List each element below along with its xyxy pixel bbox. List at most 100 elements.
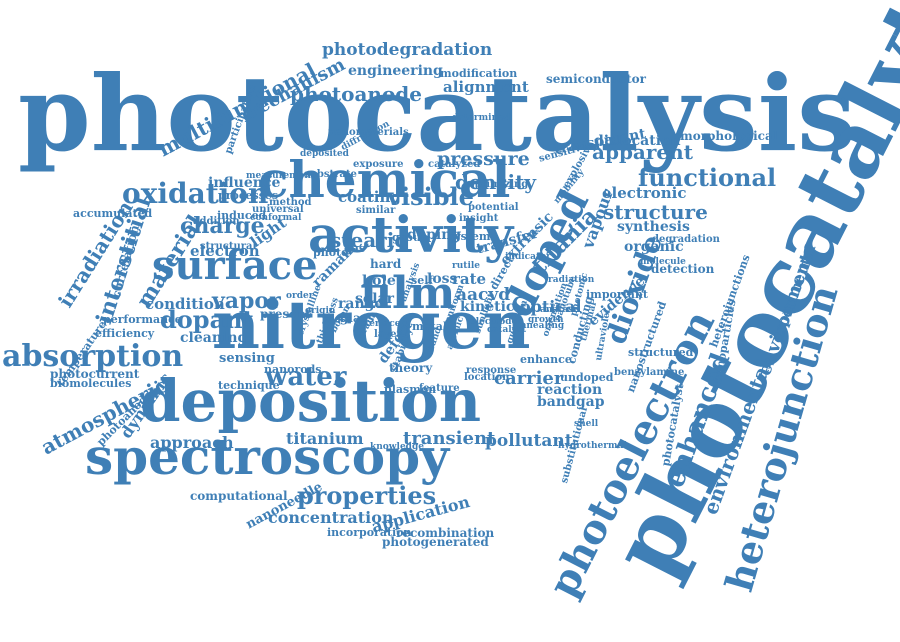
cloud-word: rate	[452, 270, 487, 288]
cloud-word: determined	[452, 113, 511, 123]
cloud-word: photodegradation	[322, 40, 493, 60]
cloud-word: present	[260, 307, 312, 321]
cloud-word: gas	[344, 242, 366, 255]
cloud-word: stearic	[330, 228, 407, 252]
cloud-word: catalyzed	[428, 159, 481, 170]
cloud-word: electrode	[470, 317, 518, 327]
cloud-word: phase	[322, 315, 352, 325]
cloud-word: undoped	[560, 371, 614, 384]
cloud-word: structure	[603, 200, 708, 224]
cloud-word: degradation	[652, 234, 720, 245]
cloud-word: system	[448, 230, 491, 243]
cloud-word: structured	[628, 346, 694, 359]
cloud-word: range	[338, 296, 384, 312]
cloud-word: indicator	[505, 252, 551, 262]
cloud-word: apparent	[592, 140, 693, 164]
cloud-word: radiation	[548, 275, 595, 285]
cloud-word: detection	[651, 262, 715, 276]
cloud-word: oxidation	[122, 177, 269, 210]
cloud-word: substrate	[304, 169, 357, 180]
cloud-word: surface	[152, 242, 318, 289]
cloud-word: charge	[180, 213, 265, 239]
cloud-word: optical	[520, 297, 582, 316]
cloud-word: electronic	[602, 184, 687, 202]
cloud-word: synthesis	[617, 219, 690, 235]
cloud-word: concentration	[268, 508, 394, 527]
cloud-word: group	[392, 231, 429, 244]
cloud-word: absorption	[2, 339, 184, 374]
cloud-word: titanium	[286, 429, 364, 448]
cloud-word: engineering	[348, 63, 443, 79]
cloud-word: dislocation	[594, 133, 681, 149]
cloud-word: transient	[403, 428, 496, 449]
cloud-word: insight	[459, 213, 499, 224]
cloud-word: accumulated	[73, 207, 153, 220]
cloud-word: optimizing	[468, 179, 529, 190]
cloud-word: dopant	[160, 305, 254, 334]
cloud-word: metal	[412, 320, 448, 333]
cloud-word: reaction	[537, 382, 603, 398]
cloud-word: response	[466, 365, 517, 376]
cloud-word: recombination	[396, 526, 495, 540]
cloud-word: hard	[370, 257, 402, 271]
cloud-word: interface	[355, 319, 401, 329]
cloud-word: layer	[374, 329, 402, 340]
cloud-word: organic	[624, 239, 684, 255]
cloud-word: photocurrent	[50, 367, 140, 381]
cloud-word: influence	[208, 175, 281, 191]
cloud-word: anatase	[540, 305, 579, 315]
cloud-word: exposure	[353, 159, 404, 170]
cloud-word: loss	[427, 271, 458, 287]
cloud-word: benzylamine	[614, 367, 685, 378]
cloud-word: computational	[190, 489, 288, 503]
cloud-word: electron	[190, 242, 260, 260]
cloud-word: important	[586, 288, 648, 301]
cloud-word: film	[360, 268, 456, 319]
cloud-word: potential	[468, 202, 519, 213]
cloud-word: self	[411, 274, 434, 287]
cloud-word: solar	[355, 291, 394, 307]
cloud-word: annealing	[514, 321, 565, 331]
cloud-word: performance	[103, 313, 182, 326]
cloud-word: alignment	[443, 78, 529, 96]
cloud-word: addition	[193, 216, 240, 227]
cloud-word: efficiency	[95, 327, 155, 340]
cloud-word: rutile	[452, 261, 481, 271]
cloud-word: enhance	[520, 353, 572, 366]
cloud-word: conformal	[250, 213, 302, 223]
cloud-word: photo	[313, 246, 349, 259]
cloud-word: location	[464, 372, 510, 383]
cloud-word: universal	[252, 204, 304, 215]
cloud-word: functional	[638, 163, 777, 192]
cloud-word: morphological	[680, 129, 778, 143]
cloud-word: photogenerated	[382, 535, 489, 549]
cloud-word: biomolecules	[50, 377, 132, 390]
cloud-word: pressure	[437, 148, 530, 170]
cloud-word: photoanode	[290, 82, 422, 106]
cloud-word: catalyst	[487, 325, 527, 335]
cloud-word: bandgap	[537, 394, 605, 410]
cloud-word: hole	[362, 273, 396, 289]
cloud-word: coating	[338, 188, 401, 206]
cloud-word: nanomaterials	[328, 127, 409, 138]
cloud-word: photocatalysis	[18, 52, 856, 175]
cloud-word: kinetic	[460, 299, 515, 315]
cloud-word: technique	[218, 379, 280, 392]
cloud-word: chemical	[258, 150, 511, 209]
cloud-word: plasmon	[384, 383, 437, 396]
cloud-word: nitrogen	[212, 286, 531, 364]
cloud-word: shell	[574, 419, 599, 429]
cloud-word: origin	[305, 306, 336, 316]
cloud-word: glass	[340, 311, 375, 325]
cloud-word: modification	[440, 67, 518, 80]
cloud-word: molecule	[640, 257, 686, 267]
cloud-word: order	[286, 291, 314, 301]
cloud-word: deposition	[140, 367, 482, 435]
cloud-word: vapor	[212, 288, 281, 314]
cloud-word: spectroscopy	[85, 427, 450, 486]
cloud-word: density	[455, 170, 536, 194]
cloud-word: incorporation	[327, 526, 412, 539]
cloud-word: properties	[297, 481, 437, 510]
cloud-word: semiconductor	[546, 72, 646, 86]
cloud-word: approach	[150, 433, 234, 452]
